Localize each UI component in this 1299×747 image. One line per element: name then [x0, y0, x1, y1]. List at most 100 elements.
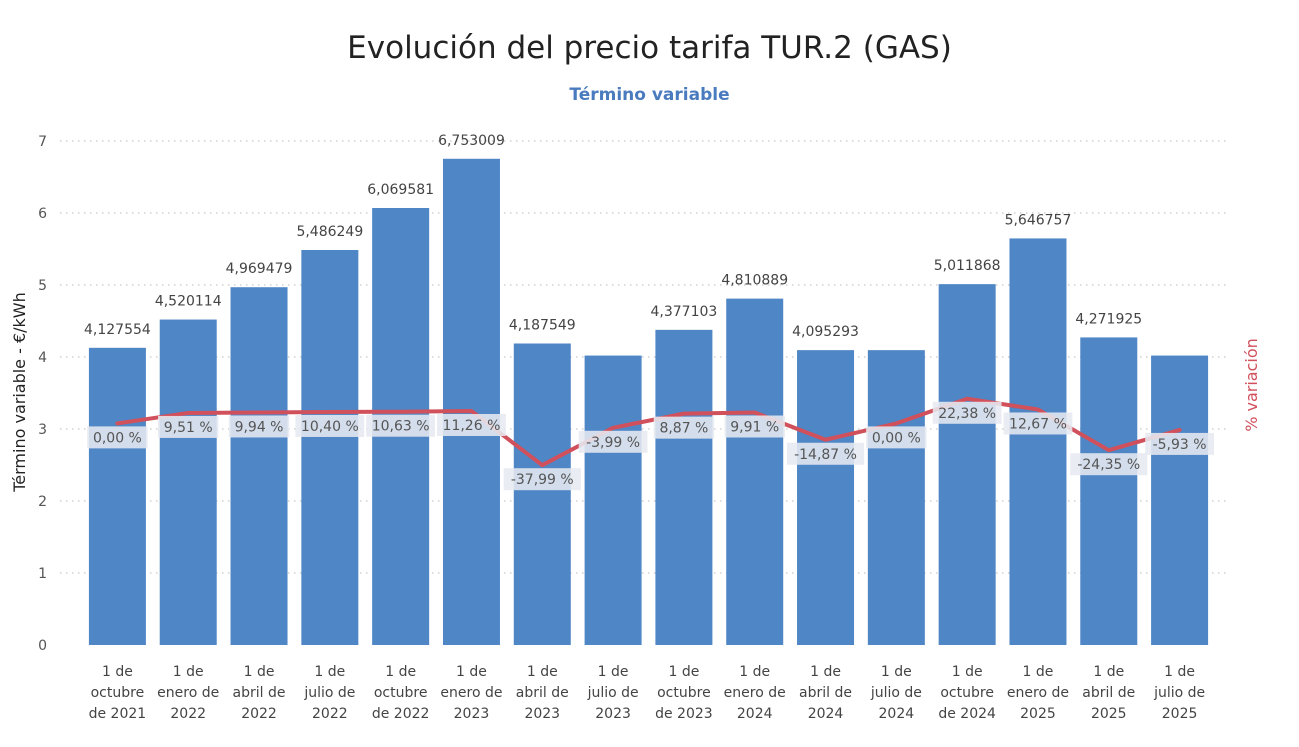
variation-line-series [115, 396, 1182, 468]
variation-label-bg [724, 415, 785, 438]
x-tick-label: de 2022 [372, 706, 430, 722]
y-axis-ticks: 0 1 2 3 4 5 6 7 [38, 134, 47, 654]
x-tick-label: 2022 [241, 706, 277, 722]
bar [1080, 337, 1138, 645]
variation-label: -24,35 % [1077, 457, 1140, 473]
y-tick-label: 2 [38, 494, 47, 510]
x-tick-label: 1 de [102, 664, 133, 680]
x-tick-label: julio de [303, 685, 355, 701]
bar-value-label: 4,095293 [792, 324, 859, 340]
bar [513, 343, 571, 645]
variation-label-bg [366, 414, 436, 437]
x-tick-label: 2023 [524, 706, 560, 722]
bar [230, 287, 288, 645]
bar-value-label: 4,810889 [721, 273, 788, 289]
variation-label-bg [578, 430, 648, 453]
x-tick-label: de 2023 [655, 706, 713, 722]
variation-line [115, 396, 1182, 468]
bar [655, 329, 713, 645]
x-tick-label: 2023 [595, 706, 631, 722]
variation-label: -5,93 % [1153, 437, 1207, 453]
variation-label: 9,51 % [164, 420, 213, 436]
variation-label-bg [503, 468, 581, 491]
variation-label: -37,99 % [511, 472, 574, 488]
variation-label-bg [653, 416, 715, 439]
x-tick-label: 1 de [314, 664, 345, 680]
x-tick-label: 2024 [879, 706, 915, 722]
variation-label: 11,26 % [443, 418, 501, 434]
variation-label-bg [866, 426, 927, 449]
chart-subtitle: Término variable [569, 85, 730, 105]
x-tick-label: 1 de [527, 664, 558, 680]
bar [726, 298, 784, 645]
variation-label: -3,99 % [586, 435, 640, 451]
x-tick-label: julio de [1153, 685, 1205, 701]
y-tick-label: 7 [38, 134, 47, 150]
bar [88, 347, 146, 645]
variation-label-bg [1003, 412, 1073, 435]
variation-label: 8,87 % [659, 421, 708, 437]
bar-value-label: 4,969479 [226, 261, 293, 277]
x-tick-label: abril de [799, 685, 852, 701]
x-tick-label: 2022 [170, 706, 206, 722]
x-tick-label: enero de [1007, 685, 1069, 701]
x-tick-label: 1 de [1023, 664, 1054, 680]
variation-label: 9,91 % [730, 419, 779, 435]
x-tick-label: octubre [657, 685, 711, 701]
bar-value-label: 4,127554 [84, 322, 151, 338]
x-tick-label: julio de [870, 685, 922, 701]
y-tick-label: 6 [38, 206, 47, 222]
bar-value-label: 4,271925 [1075, 311, 1142, 327]
bar [1009, 238, 1067, 645]
variation-label-bg [228, 415, 290, 438]
bar-value-label: 5,011868 [934, 258, 1001, 274]
bar [301, 249, 359, 646]
x-tick-label: octubre [940, 685, 994, 701]
variation-label: 10,63 % [372, 419, 430, 435]
bar-series [88, 158, 1209, 646]
variation-label: -14,87 % [794, 447, 857, 463]
variation-label-bg [87, 426, 148, 449]
bar-value-label: 4,187549 [509, 317, 576, 333]
y-tick-label: 1 [38, 566, 47, 582]
chart-title: Evolución del precio tarifa TUR.2 (GAS) [347, 30, 952, 66]
x-tick-label: 1 de [598, 664, 629, 680]
variation-label-bg [1145, 432, 1214, 455]
variation-label-bg [1070, 453, 1148, 476]
x-tick-label: abril de [1082, 685, 1135, 701]
variation-label: 9,94 % [235, 419, 284, 435]
bar [442, 158, 500, 645]
x-tick-label: enero de [440, 685, 502, 701]
x-tick-label: de 2021 [89, 706, 147, 722]
bar-value-label: 5,486249 [296, 224, 363, 240]
x-tick-label: 1 de [173, 664, 204, 680]
variation-label-bg [295, 414, 365, 437]
variation-label: 10,40 % [301, 419, 359, 435]
x-tick-label: 1 de [810, 664, 841, 680]
x-tick-label: enero de [724, 685, 786, 701]
x-tick-label: 1 de [456, 664, 487, 680]
bar [1151, 355, 1209, 645]
x-tick-label: 2024 [737, 706, 773, 722]
variation-label-bg [932, 401, 1002, 424]
x-tick-label: 2022 [312, 706, 348, 722]
x-tick-label: 1 de [1164, 664, 1195, 680]
bar [584, 355, 642, 645]
x-tick-label: enero de [157, 685, 219, 701]
x-tick-label: 1 de [881, 664, 912, 680]
x-tick-label: 2025 [1020, 706, 1056, 722]
x-tick-label: octubre [374, 685, 428, 701]
x-tick-label: 1 de [739, 664, 770, 680]
y-axis-label: Término variable - €/kWh [10, 292, 29, 493]
bar [159, 319, 217, 645]
x-tick-label: 1 de [668, 664, 699, 680]
x-tick-label: abril de [233, 685, 286, 701]
variation-label-bg [786, 442, 865, 465]
variation-label: 0,00 % [93, 430, 142, 446]
x-tick-label: octubre [91, 685, 145, 701]
x-tick-label: 2025 [1162, 706, 1198, 722]
variation-label: 0,00 % [872, 430, 921, 446]
bar-value-label: 4,377103 [651, 304, 718, 320]
x-tick-label: 2024 [808, 706, 844, 722]
